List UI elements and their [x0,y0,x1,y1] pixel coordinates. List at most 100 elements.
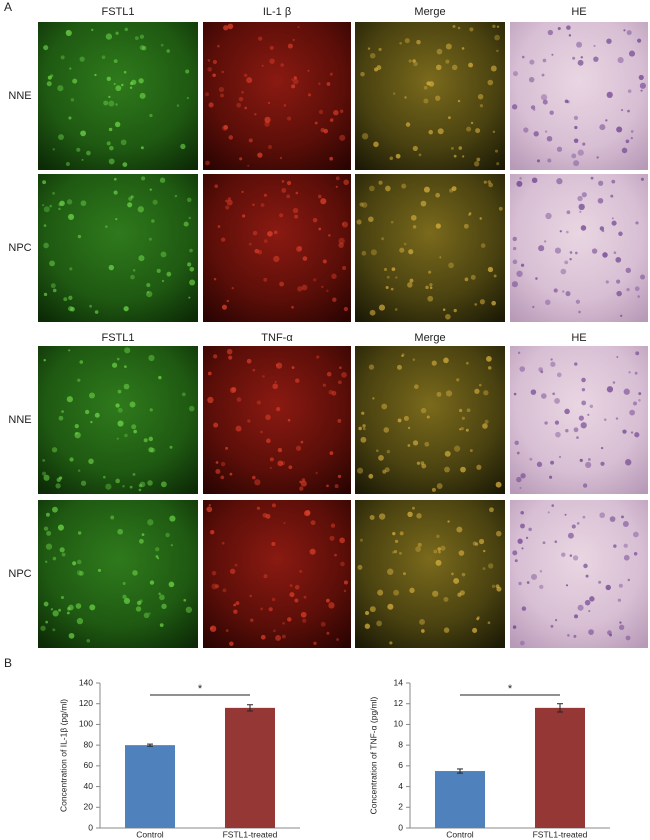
cell [385,185,391,192]
cell [222,588,227,593]
cell [483,390,489,396]
cell [236,102,242,108]
cell [320,198,327,205]
bar [125,745,175,828]
cell [210,626,213,630]
cell [275,635,282,641]
cell [149,188,152,191]
cell [243,73,248,78]
cell [129,401,136,408]
cell [148,447,154,453]
image-background [510,174,648,322]
cell [69,67,72,70]
cell [544,130,548,133]
cell [399,247,405,253]
cell [276,363,279,367]
cell [339,366,342,370]
cell [159,594,165,601]
cell [132,570,138,576]
cell [242,214,246,218]
cell [228,135,234,140]
cell [577,59,584,66]
cell [474,388,480,394]
cell [103,475,106,479]
cell [542,99,548,105]
cell [308,93,312,97]
micrograph [203,500,351,648]
cell [299,486,304,491]
cell [185,69,190,74]
cell [577,604,584,611]
cell [106,141,111,146]
cell [600,461,605,466]
cell [49,260,55,267]
cell [260,634,266,640]
cell [139,481,146,488]
cell [138,538,144,544]
cell [448,116,451,120]
cell [383,427,390,433]
cell [360,71,365,77]
cell [139,34,145,39]
cell [123,306,129,312]
cell [460,426,464,431]
cell [615,417,619,420]
cell [546,135,553,142]
cell [105,33,113,40]
cell [412,440,419,446]
cell [535,277,538,280]
cell [312,217,318,223]
cell [602,252,608,258]
cell [359,538,363,542]
cell [320,621,326,627]
cell [75,432,78,435]
cell [369,514,375,520]
cell [188,405,195,412]
cell [302,256,308,261]
cell [124,27,129,32]
cell [469,27,474,32]
cell [43,292,48,297]
cell [67,213,75,220]
cell [474,303,478,306]
cell [295,191,299,195]
cell [370,249,377,256]
cell [79,570,84,576]
cell [531,177,538,184]
cell [147,519,154,526]
cell [577,195,583,202]
cell [572,56,576,60]
cell [567,634,570,637]
cell [627,89,632,93]
cell [549,475,553,479]
cell [271,503,276,508]
image-background [38,174,198,322]
cell [183,598,187,602]
cell [88,458,94,465]
cell [574,614,579,619]
significance-mark: * [198,683,203,695]
cell [236,397,242,402]
cell [541,73,545,77]
cell [329,72,333,76]
cell [291,366,295,369]
cell [564,408,570,415]
cell [335,176,340,181]
cell [521,606,527,611]
cell [214,184,219,188]
cell [267,101,271,104]
cell [433,549,438,554]
cell [423,186,430,193]
cell [619,621,622,624]
cell [77,378,81,382]
cell [574,362,578,366]
cell [77,469,81,472]
cell [43,601,49,607]
cell [630,431,634,434]
cell [281,180,285,183]
cell [613,544,617,548]
cell [463,223,469,229]
cell [412,358,416,361]
cell [591,248,598,254]
cell [161,279,165,283]
